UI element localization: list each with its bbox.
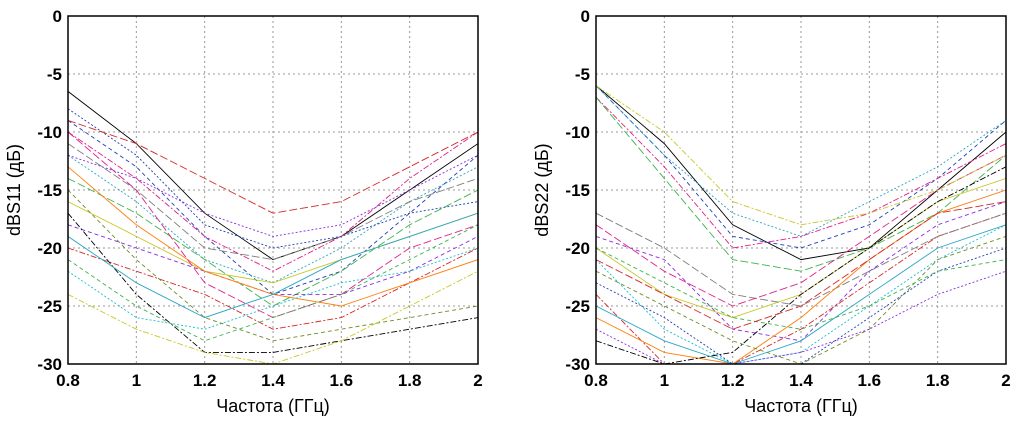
x-tick-label: 0.8 [584,371,608,390]
series-line [596,224,1006,364]
y-tick-label: -15 [565,181,590,200]
series-line [68,212,478,353]
y-tick-label: -5 [575,65,590,84]
series-line [596,212,1006,364]
x-tick-label: 1.4 [261,371,285,390]
series-line [596,212,1006,307]
y-tick-label: -10 [37,123,62,142]
y-tick-label: -5 [47,65,62,84]
x-tick-label: 1.2 [193,371,217,390]
series-line [68,212,478,319]
y-tick-label: -25 [37,297,62,316]
series-line [68,247,478,330]
y-axis-label: dBS11 (дБ) [4,144,24,236]
series-line [596,85,1006,237]
x-tick-label: 1 [132,371,141,390]
series-group [68,91,478,364]
x-axis-label: Частота (ГГц) [744,396,858,416]
x-tick-label: 0.8 [56,371,80,390]
plot-frame [67,15,479,365]
y-tick-label: -15 [37,181,62,200]
x-tick-label: 2 [473,371,482,390]
y-tick-label: 0 [53,7,62,26]
series-line [68,189,478,342]
series-line [68,247,478,330]
x-tick-label: 1.2 [721,371,745,390]
y-tick-label: 0 [581,7,590,26]
plot-frame [595,15,1007,365]
y-axis-label: dBS22 (дБ) [532,143,552,236]
x-tick-label: 1.4 [789,371,813,390]
y-tick-label: -20 [37,239,62,258]
series-line [596,85,1006,226]
y-tick-label: -10 [565,123,590,142]
series-line [68,131,478,272]
series-line [68,270,478,364]
chart-s22: 0 -5 -10 -15 -20 -25 -300.8 1 1.2 1.4 1.6 1.8 2 Часто… [532,7,1011,416]
x-tick-label: 2 [1001,371,1010,390]
series-line [596,201,1006,330]
series-line [68,108,478,249]
x-tick-label: 1.8 [926,371,950,390]
x-tick-label: 1.6 [858,371,882,390]
series-line [596,247,1006,330]
x-axis-label: Частота (ГГц) [216,396,330,416]
series-line [68,154,478,237]
series-line [596,96,1006,249]
chart-s11: 0 -5 -10 -15 -20 -25 -300.8 1 1.2 1.4 1.6 1.8 2 Часто… [4,7,483,416]
y-tick-label: -30 [37,355,62,374]
series-line [68,177,478,307]
series-line [596,235,1006,364]
x-tick-label: 1.8 [398,371,422,390]
x-tick-label: 1 [660,371,669,390]
y-tick-label: -25 [565,297,590,316]
series-group [596,85,1006,364]
series-line [68,224,478,342]
x-tick-label: 1.6 [330,371,354,390]
y-tick-label: -30 [565,355,590,374]
series-line [68,119,478,214]
y-tick-label: -20 [565,239,590,258]
series-line [596,166,1006,364]
